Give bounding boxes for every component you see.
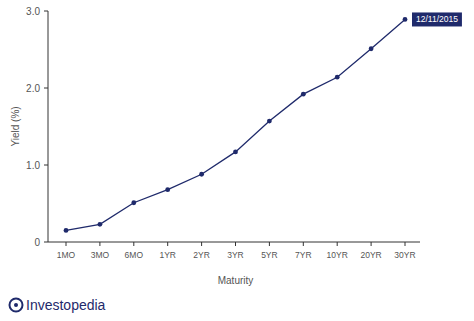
x-tick xyxy=(201,242,202,246)
x-tick xyxy=(269,242,270,246)
series-marker xyxy=(369,46,374,51)
y-tick-label: 1.0 xyxy=(26,160,40,171)
series-marker xyxy=(98,222,103,227)
x-tick-label: 2YR xyxy=(193,250,210,260)
x-tick xyxy=(405,242,406,246)
x-tick xyxy=(66,242,67,246)
y-tick xyxy=(44,165,48,166)
series-marker xyxy=(301,92,306,97)
series-marker xyxy=(131,200,136,205)
logo-text: Investopedia xyxy=(26,297,106,313)
x-tick xyxy=(167,242,168,246)
annotation-text: 12/11/2015 xyxy=(416,14,458,24)
x-tick-label: 3MO xyxy=(91,250,110,260)
y-tick-label: 3.0 xyxy=(26,6,40,17)
logo-icon xyxy=(10,299,23,312)
chart: 0 1.0 2.0 3.0 1MO 3MO 6MO 1YR 2YR 3YR 5YR 7YR 10YR 20… xyxy=(0,0,474,321)
x-tick xyxy=(371,242,372,246)
y-axis-title: Yield (%) xyxy=(10,106,21,146)
x-tick-label: 1YR xyxy=(159,250,176,260)
x-tick-label: 1MO xyxy=(57,250,76,260)
x-axis-title: Maturity xyxy=(218,275,254,286)
series-marker xyxy=(64,228,69,233)
series-marker xyxy=(165,187,170,192)
series-marker xyxy=(199,172,204,177)
x-tick xyxy=(303,242,304,246)
x-tick-label: 5YR xyxy=(261,250,278,260)
series-marker xyxy=(267,119,272,124)
y-tick-label: 0 xyxy=(34,237,40,248)
x-tick-label: 6MO xyxy=(125,250,144,260)
logo-icon-dot xyxy=(14,303,18,307)
x-tick xyxy=(235,242,236,246)
x-tick-label: 30YR xyxy=(394,250,415,260)
series-marker xyxy=(335,75,340,80)
x-tick-label: 3YR xyxy=(227,250,244,260)
x-tick-label: 7YR xyxy=(295,250,312,260)
series-marker xyxy=(233,150,238,155)
y-tick-label: 2.0 xyxy=(26,83,40,94)
y-axis-line xyxy=(48,11,49,242)
series-line xyxy=(66,19,405,230)
x-axis-line xyxy=(48,242,420,243)
annotation-box xyxy=(412,12,462,26)
y-tick xyxy=(44,11,48,12)
logo: Investopedia xyxy=(10,297,106,313)
series-marker xyxy=(403,17,408,22)
x-tick-label: 10YR xyxy=(327,250,348,260)
x-tick-label: 20YR xyxy=(360,250,381,260)
x-tick xyxy=(133,242,134,246)
series-group xyxy=(64,17,408,233)
y-tick xyxy=(44,242,48,243)
y-tick xyxy=(44,88,48,89)
x-tick xyxy=(337,242,338,246)
x-tick xyxy=(99,242,100,246)
